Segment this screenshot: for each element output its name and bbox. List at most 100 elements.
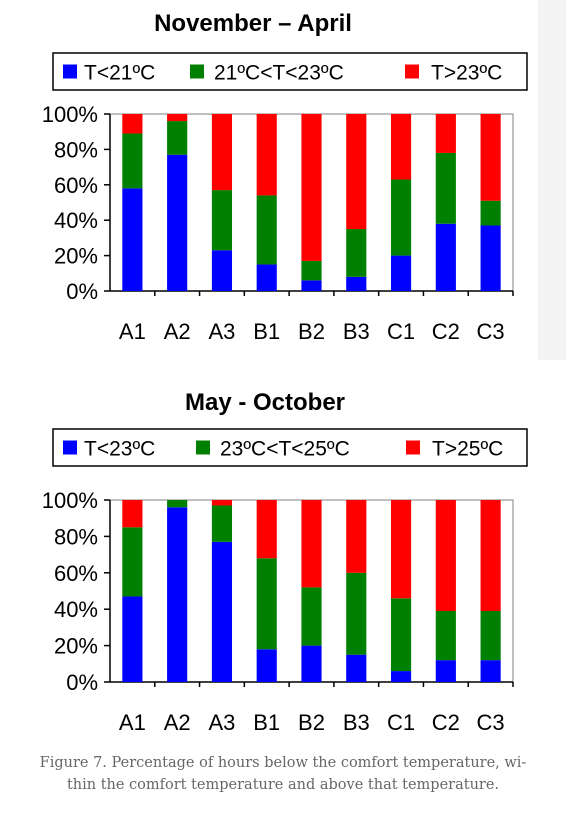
legend-box-2	[52, 428, 528, 467]
ytick-label-1-1: 20%	[54, 244, 98, 269]
legend-label-1-1: T<21ºC	[84, 62, 155, 85]
xtick-label-1-B3: B3	[343, 319, 370, 344]
legend-label-2-1: T<23ºC	[84, 438, 155, 461]
bar-1-A3-3	[211, 114, 233, 191]
xtick-label-1-B2: B2	[298, 319, 325, 344]
ytick-label-2-5: 100%	[42, 488, 98, 513]
bar-1-C1-1	[390, 255, 412, 291]
legend-swatch-2-2	[196, 440, 210, 455]
legend-box-1	[52, 52, 528, 91]
ytick-label-2-3: 60%	[54, 561, 98, 586]
bar-2-A1-2	[122, 527, 143, 597]
bar-1-B2-3	[301, 114, 322, 261]
xtick-label-2-A2: A2	[164, 710, 191, 735]
ytick-label-2-2: 40%	[54, 597, 98, 622]
bar-2-C3-2	[480, 611, 501, 661]
bar-2-C1-1	[390, 671, 412, 682]
legend-label-2-3: T>25ºC	[432, 438, 503, 461]
xtick-label-2-A1: A1	[119, 710, 146, 735]
bar-1-C2-2	[435, 152, 456, 224]
xtick-label-1-C1: C1	[387, 319, 415, 344]
bar-1-A1-1	[122, 188, 143, 291]
bar-2-A1-1	[122, 596, 143, 682]
bar-2-B1-2	[256, 558, 277, 650]
bar-1-C2-1	[435, 223, 456, 291]
caption-line-2: thin the comfort temperature and above t…	[66, 777, 500, 793]
bar-2-A1-3	[122, 500, 143, 528]
bar-1-C3-1	[480, 225, 501, 291]
legend-label-2-2: 23ºC<T<25ºC	[220, 438, 350, 461]
bar-1-A2-2	[167, 121, 188, 155]
bar-2-A3-3	[211, 500, 233, 506]
xtick-label-1-A1: A1	[119, 319, 146, 344]
xtick-label-1-A3: A3	[208, 319, 235, 344]
bar-1-B3-1	[346, 276, 367, 291]
legend-swatch-1-3	[405, 64, 419, 79]
bar-2-B3-1	[346, 654, 367, 682]
bar-1-B2-2	[301, 260, 322, 281]
bar-2-B2-3	[301, 500, 322, 588]
bar-2-C2-3	[435, 500, 456, 612]
bar-1-C2-3	[435, 114, 456, 153]
chart-title-2: May - October	[185, 389, 345, 416]
ytick-label-1-4: 80%	[54, 137, 98, 162]
bar-1-C3-2	[480, 200, 501, 226]
figure-caption: Figure 7. Percentage of hours below the …	[0, 752, 566, 796]
bar-2-A2-2	[167, 500, 188, 508]
legend-label-1-2: 21ºC<T<23ºC	[214, 62, 344, 85]
xtick-label-2-C1: C1	[387, 710, 415, 735]
legend-swatch-2-1	[63, 440, 77, 455]
xtick-label-2-C2: C2	[432, 710, 460, 735]
bar-1-B3-2	[346, 229, 367, 277]
bar-2-B2-1	[301, 645, 322, 682]
xtick-label-1-B1: B1	[253, 319, 280, 344]
xtick-label-2-B3: B3	[343, 710, 370, 735]
ytick-label-2-4: 80%	[54, 524, 98, 549]
legend-swatch-2-3	[406, 440, 420, 455]
xtick-label-2-C3: C3	[477, 710, 505, 735]
bar-2-B1-1	[256, 649, 277, 682]
bar-1-A1-2	[122, 133, 143, 189]
chart-title-1: November – April	[154, 10, 352, 37]
ytick-label-1-5: 100%	[42, 102, 98, 127]
side-shade	[538, 0, 566, 360]
bar-1-A3-1	[211, 250, 233, 291]
xtick-label-1-C3: C3	[477, 319, 505, 344]
bar-1-B3-3	[346, 114, 367, 230]
xtick-label-1-C2: C2	[432, 319, 460, 344]
bar-1-B1-2	[256, 195, 277, 265]
bar-2-A2-1	[167, 507, 188, 682]
bar-2-B3-2	[346, 572, 367, 655]
bar-1-B1-3	[256, 114, 277, 196]
bar-2-C2-1	[435, 660, 456, 682]
legend-label-1-3: T>23ºC	[431, 62, 502, 85]
bar-2-C3-3	[480, 500, 501, 612]
bar-2-B2-2	[301, 587, 322, 646]
bar-2-C3-1	[480, 660, 501, 682]
legend-swatch-1-1	[63, 64, 77, 79]
bar-1-B1-1	[256, 264, 277, 291]
bar-2-C2-2	[435, 611, 456, 661]
xtick-label-2-B2: B2	[298, 710, 325, 735]
xtick-label-2-B1: B1	[253, 710, 280, 735]
bar-1-C1-2	[390, 179, 412, 256]
xtick-label-2-A3: A3	[208, 710, 235, 735]
xtick-label-1-A2: A2	[164, 319, 191, 344]
bar-1-A2-1	[167, 154, 188, 291]
bar-1-B2-1	[301, 280, 322, 291]
bar-1-C1-3	[390, 114, 412, 180]
bar-2-A3-1	[211, 541, 233, 682]
bar-1-A2-3	[167, 114, 188, 122]
ytick-label-2-0: 0%	[66, 670, 98, 695]
ytick-label-2-1: 20%	[54, 634, 98, 659]
bar-2-C1-2	[390, 598, 412, 672]
bar-1-A3-2	[211, 190, 233, 251]
caption-line-1: Figure 7. Percentage of hours below the …	[39, 755, 527, 771]
bar-1-C3-3	[480, 114, 501, 201]
bar-2-C1-3	[390, 500, 412, 599]
ytick-label-1-3: 60%	[54, 173, 98, 198]
ytick-label-1-0: 0%	[66, 279, 98, 304]
bar-2-B3-3	[346, 500, 367, 573]
bar-2-A3-2	[211, 505, 233, 542]
